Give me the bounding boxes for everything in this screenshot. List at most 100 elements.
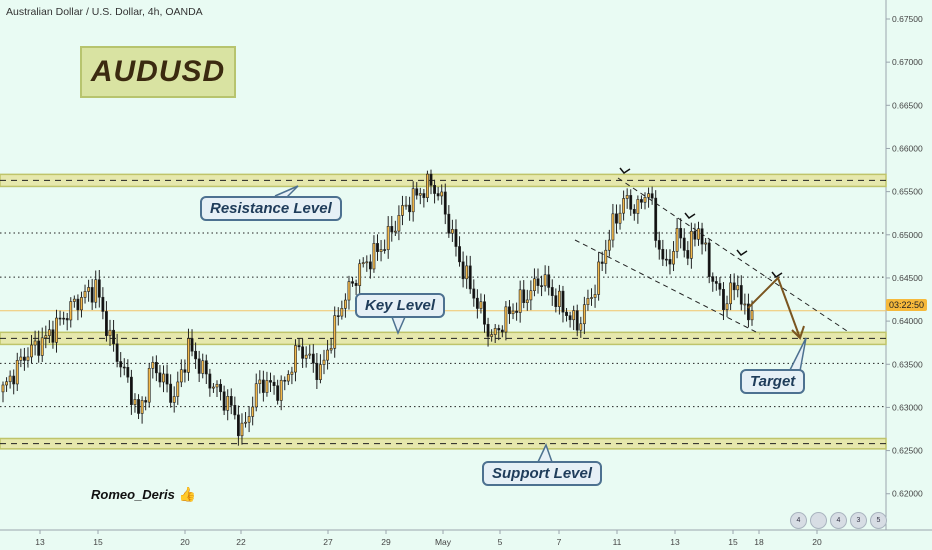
candle [208,373,212,389]
candle [169,383,173,403]
candle [340,308,344,317]
candle [393,230,397,233]
candle [336,315,340,317]
candle [26,356,30,361]
y-tick-label: 0.67000 [892,57,923,67]
candle [604,249,608,264]
candle [190,338,194,352]
candle [675,228,679,252]
comments-icon[interactable] [810,512,827,529]
candle [311,353,315,364]
indicator-icon[interactable]: 4 [790,512,807,529]
social-icons: 4 4 3 5 [790,512,887,529]
shares-icon[interactable]: 3 [850,512,867,529]
candle [44,335,48,339]
candle [401,205,404,216]
candle [69,301,73,321]
key-pointer [391,316,406,335]
key-level-callout: Key Level [355,293,446,318]
candle [8,375,12,383]
candle [76,298,80,311]
candle [297,345,301,348]
candle [618,212,622,224]
candle [668,259,672,265]
candle [361,262,365,265]
candle [565,311,568,316]
swing-mark [736,249,748,257]
candle [732,282,736,291]
candle [465,265,469,280]
x-tick-label: 27 [323,537,333,547]
author-name[interactable]: Romeo_Deris [91,487,175,502]
candle [529,290,533,301]
candle [682,237,686,251]
candle [561,290,565,313]
candle [172,396,176,403]
candle [247,416,251,423]
candle [468,265,472,290]
candle [254,383,258,408]
candle [47,329,51,336]
current-price-timer: 03:22:50 [886,299,928,311]
x-tick-label: 7 [557,537,562,547]
y-tick-label: 0.63000 [892,402,923,412]
y-tick-label: 0.66500 [892,100,923,110]
candle [747,303,750,321]
candle [493,328,497,335]
candle [725,303,729,310]
candle [443,191,447,215]
candle [454,229,458,247]
candle [693,230,697,240]
candle [151,361,155,369]
candle [354,282,358,286]
x-tick-label: May [435,537,452,547]
candle [112,329,115,345]
x-tick-label: 13 [670,537,680,547]
candle [229,396,233,406]
candle [165,373,169,385]
y-tick-label: 0.64000 [892,316,923,326]
candle [279,379,283,401]
candle [397,215,401,232]
y-tick-label: 0.65500 [892,187,923,197]
candle [636,199,640,214]
candle [251,406,255,417]
candle [472,288,476,299]
y-tick-label: 0.64500 [892,273,923,283]
candle [197,358,201,374]
candle [5,381,8,386]
candle [729,282,733,305]
candle [433,185,436,194]
candle [689,230,693,259]
thumbs-up-icon[interactable]: 👍 [178,486,197,502]
candle [347,281,351,301]
candle [657,240,661,250]
x-tick-label: 13 [35,537,45,547]
candle [343,299,347,309]
ideas-icon[interactable]: 5 [870,512,887,529]
likes-icon[interactable]: 4 [830,512,847,529]
candle [647,193,650,198]
candle [122,366,126,369]
candle [650,193,654,199]
candle [739,285,743,305]
candle [22,356,26,361]
candle [101,296,105,312]
support-pointer [537,443,553,463]
x-tick-label: 20 [180,537,190,547]
candle [301,346,305,359]
candle [743,303,747,306]
candle [376,243,379,252]
target-arrowhead [791,325,805,340]
target-callout: Target [740,369,806,394]
candle [500,329,504,333]
candle [226,396,230,411]
candle [536,278,540,286]
candle [115,343,119,362]
candle [83,291,87,298]
x-tick-label: 22 [236,537,246,547]
candle [30,344,33,358]
author-label[interactable]: Romeo_Deris 👍 [91,486,196,503]
